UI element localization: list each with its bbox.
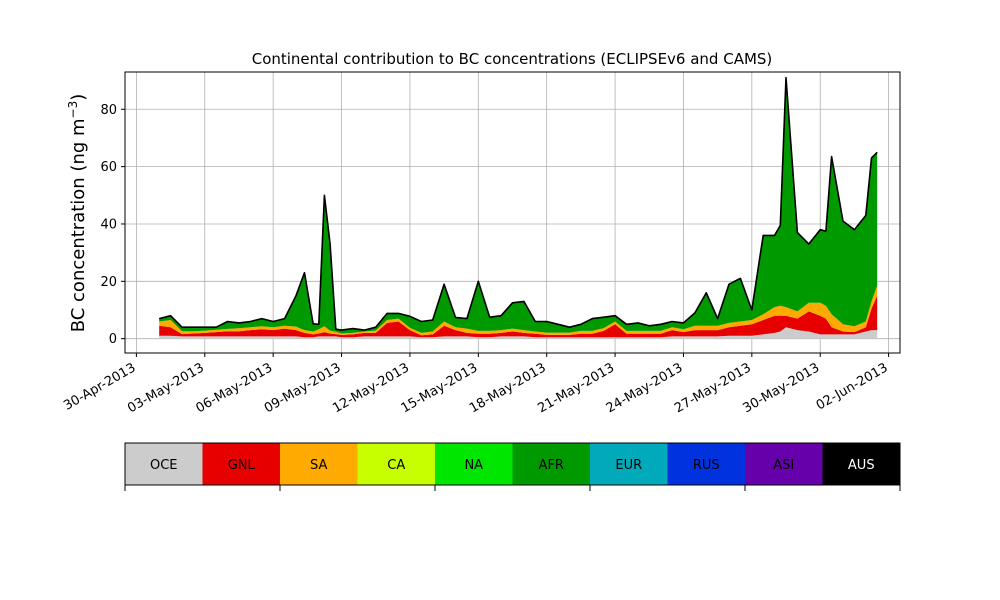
legend-swatch-rus [667, 443, 745, 485]
x-tick-label: 30-May-2013 [741, 360, 823, 416]
legend-label-aus: AUS [848, 458, 875, 473]
y-tick-label: 40 [100, 217, 117, 232]
legend-swatch-afr [512, 443, 590, 485]
y-tick-label: 0 [109, 332, 117, 347]
x-axis: 30-Apr-201303-May-201306-May-201309-May-… [61, 353, 891, 416]
legend-label-eur: EUR [615, 458, 642, 473]
x-tick-label: 03-May-2013 [125, 360, 207, 416]
x-tick-label: 24-May-2013 [604, 360, 686, 416]
stacked-areas [159, 77, 878, 339]
y-axis: 0 20 40 60 80 [100, 103, 125, 347]
x-tick-label: 06-May-2013 [193, 360, 275, 416]
legend-label-na: NA [464, 458, 483, 473]
legend-swatch-asi [745, 443, 823, 485]
legend-label-gnl: GNL [228, 458, 256, 473]
legend-label-asi: ASI [773, 458, 794, 473]
x-tick-label: 21-May-2013 [535, 360, 617, 416]
colorbar-legend: OCE GNL SA CA NA AFR EUR RUS ASI AUS [124, 442, 901, 491]
y-tick-label: 60 [100, 160, 117, 175]
area-gnl [159, 295, 878, 338]
x-tick-label: 12-May-2013 [330, 360, 412, 416]
x-tick-label: 15-May-2013 [399, 360, 481, 416]
total-concentration-line [159, 76, 878, 331]
legend-label-sa: SA [310, 458, 327, 473]
x-tick-label: 27-May-2013 [672, 360, 754, 416]
x-tick-label: 09-May-2013 [262, 360, 344, 416]
area-afr [159, 77, 878, 334]
y-axis-label: BC concentration (ng m−3) [66, 94, 89, 333]
legend-frame [124, 442, 901, 486]
x-tick-label: 18-May-2013 [467, 360, 549, 416]
area-oce [159, 327, 878, 339]
grid-lines [125, 72, 900, 353]
plot-frame [124, 71, 901, 354]
y-tick-label: 80 [100, 103, 117, 118]
x-tick-label: 02-Jun-2013 [814, 360, 891, 413]
legend-swatch-na [435, 443, 513, 485]
legend-label-ca: CA [387, 458, 405, 473]
area-sa [159, 285, 878, 336]
legend-label-rus: RUS [693, 458, 720, 473]
chart-title: Continental contribution to BC concentra… [252, 50, 773, 68]
legend-swatch-aus [822, 443, 900, 485]
legend-swatch-oce [125, 443, 203, 485]
legend-swatch-eur [590, 443, 668, 485]
legend-swatch-gnl [202, 443, 280, 485]
legend-swatch-ca [357, 443, 435, 485]
y-tick-label: 20 [100, 275, 117, 290]
legend-swatch-sa [280, 443, 358, 485]
legend-label-oce: OCE [150, 458, 178, 473]
legend-label-afr: AFR [539, 458, 564, 473]
